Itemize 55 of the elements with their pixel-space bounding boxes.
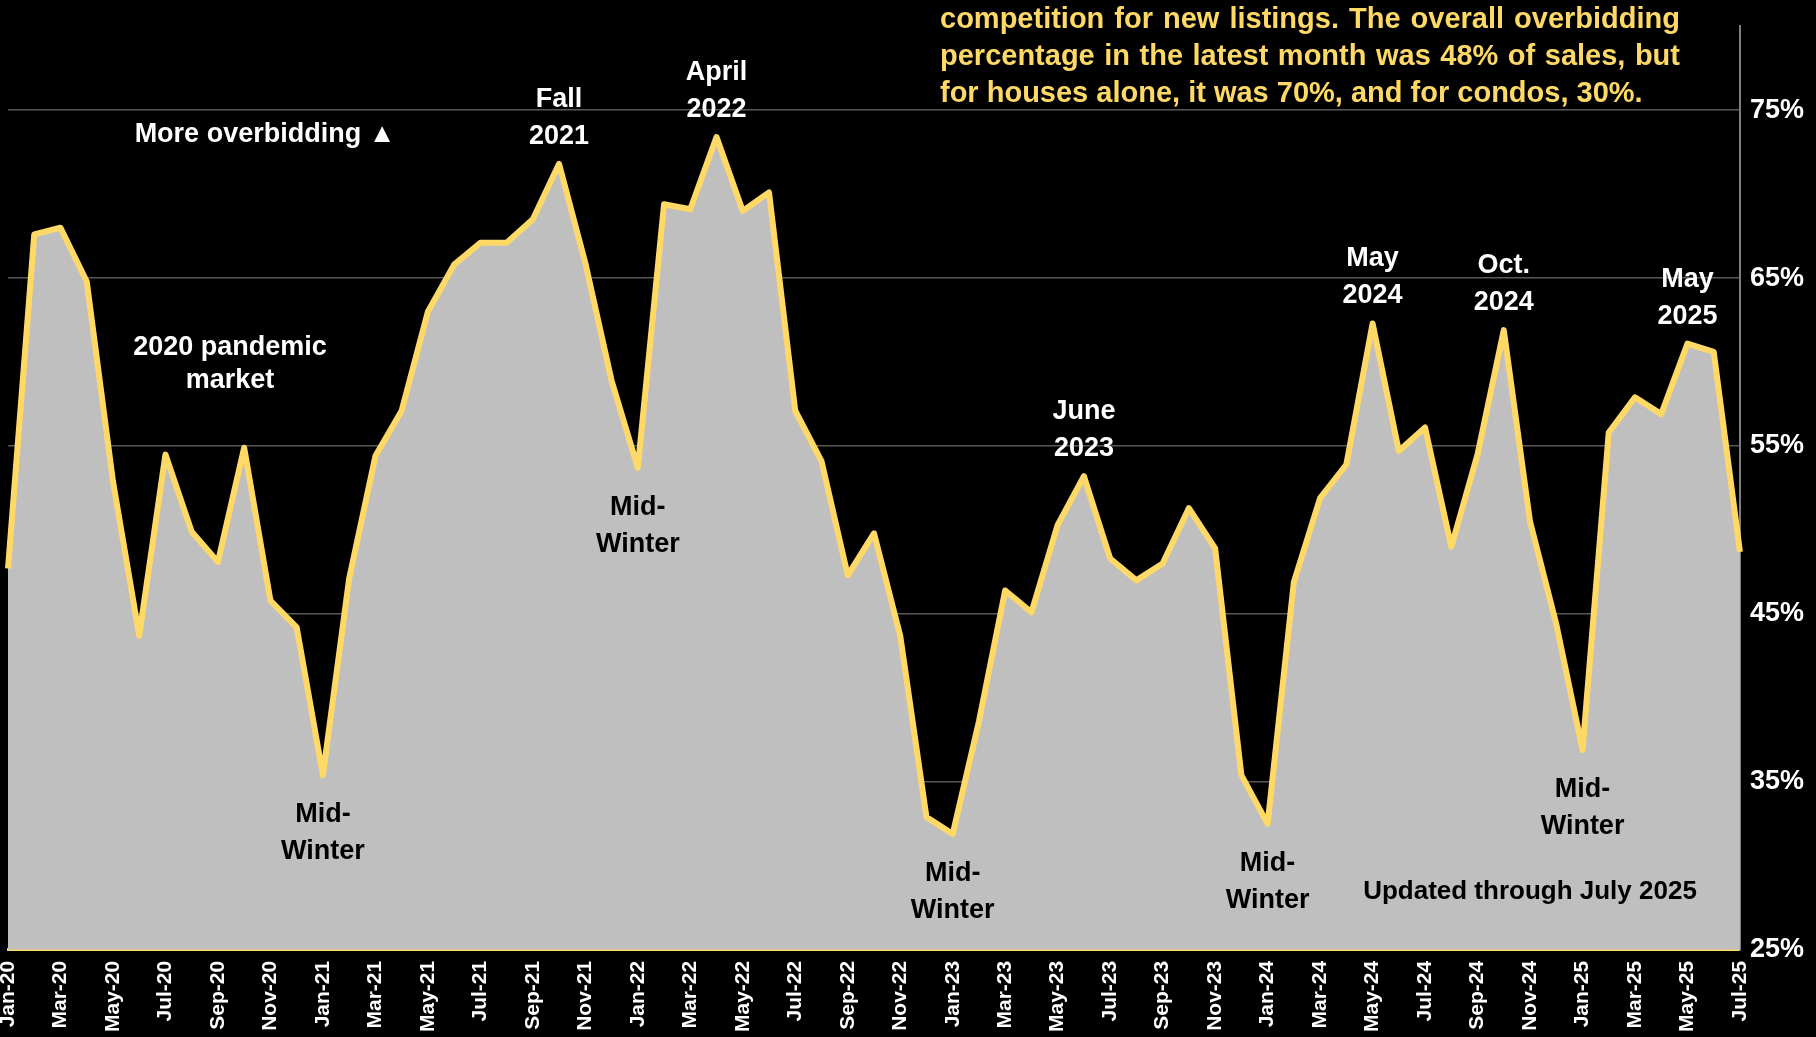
y-tick-label: 35% [1749,765,1805,796]
x-tick-label: Jul-21 [467,960,491,1022]
x-tick-label: Sep-22 [834,960,858,1030]
x-tick-label: May-23 [1044,960,1068,1032]
x-tick-label: Jul-24 [1411,960,1435,1022]
x-tick-label: Jul-22 [782,960,806,1022]
x-tick-label: Nov-20 [257,960,281,1031]
y-tick-label: 75% [1749,93,1805,124]
x-tick-label: May-24 [1359,960,1383,1032]
annotation: Mid- Winter [1225,846,1310,914]
annotation: Updated through July 2025 [1362,874,1698,907]
annotation: June 2023 [1052,395,1116,463]
x-tick-label: Nov-23 [1201,960,1225,1031]
x-tick-label: May-22 [729,960,753,1032]
y-tick-label: 55% [1749,429,1805,460]
x-tick-label: May-25 [1674,960,1698,1032]
annotation: competition for new listings. The overall overbidding percentage in the latest month was 48% of sales, but for houses alone, it was 70%, and for condos, 30%. [940,1,1680,110]
x-tick-label: Sep-20 [204,960,228,1030]
x-tick-label: Mar-22 [677,960,701,1029]
annotation: Mid- Winter [281,798,366,866]
y-tick-label: 65% [1749,261,1805,292]
x-tick-label: May-21 [414,960,438,1032]
x-tick-label: Jan-24 [1254,960,1278,1028]
x-tick-label: Jan-25 [1569,960,1593,1028]
x-tick-label: Jan-23 [939,960,963,1028]
y-tick-label: 25% [1749,933,1805,964]
annotation: 2020 pandemic market [132,330,328,396]
x-tick-label: May-20 [99,960,123,1032]
annotation: Mid- Winter [1540,772,1625,840]
annotation: April 2022 [685,55,748,123]
x-tick-label: Nov-24 [1516,960,1540,1031]
x-tick-label: Mar-20 [47,960,71,1029]
annotation: May 2024 [1342,242,1403,310]
x-tick-label: Jul-25 [1726,960,1750,1022]
x-tick-label: Mar-25 [1621,960,1645,1029]
x-tick-label: Nov-21 [572,960,596,1031]
x-tick-label: Mar-24 [1306,960,1330,1029]
annotation: Mid- Winter [910,856,996,924]
annotation: Oct. 2024 [1473,249,1534,317]
x-tick-label: Jan-22 [624,960,648,1028]
annotation: Mid- Winter [595,490,681,558]
annotation: Fall 2021 [529,82,590,150]
x-tick-label: Jan-20 [0,960,18,1028]
x-tick-label: Mar-21 [362,960,386,1029]
x-tick-label: Sep-24 [1464,960,1488,1030]
x-tick-label: Jul-23 [1096,960,1120,1022]
annotation: May 2025 [1657,262,1718,330]
x-tick-label: Nov-22 [887,960,911,1031]
y-tick-label: 45% [1749,597,1805,628]
x-tick-label: Mar-23 [991,960,1015,1029]
annotation: More overbidding ▲ [133,117,397,150]
x-tick-label: Sep-23 [1149,960,1173,1030]
x-tick-label: Sep-21 [519,960,543,1030]
x-tick-label: Jan-21 [309,960,333,1028]
x-tick-label: Jul-20 [152,960,176,1022]
